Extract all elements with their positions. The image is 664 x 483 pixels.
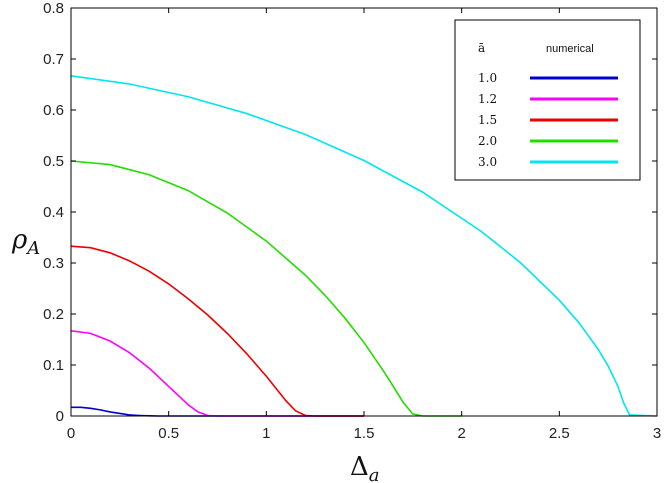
x-tick-label: 1.5 — [354, 425, 375, 442]
series-line-1-2 — [70, 330, 364, 417]
x-axis-label: Δa — [350, 452, 380, 483]
series-line-3-0 — [70, 75, 658, 417]
legend-header-method: numerical — [546, 43, 594, 55]
plot-marks — [70, 75, 658, 417]
y-tick-label: 0.2 — [43, 306, 64, 323]
y-tick-label: 0.4 — [43, 204, 64, 221]
legend: ā numerical 1.0 1.2 1.5 2.0 3.0 — [454, 19, 641, 181]
x-axis-label-main: Δ — [350, 452, 369, 482]
x-tick-label: 2 — [457, 425, 465, 442]
x-tick-label: 1 — [262, 425, 270, 442]
series-line-1-5 — [70, 245, 364, 417]
x-tick-label: 2.5 — [549, 425, 570, 442]
legend-entries: 1.0 1.2 1.5 2.0 3.0 — [478, 71, 618, 169]
x-axis-label-sub: a — [369, 465, 380, 483]
y-tick-label: 0.5 — [43, 153, 64, 170]
y-tick-label: 0.7 — [43, 51, 64, 68]
legend-header-param: ā — [478, 41, 485, 55]
y-tick-label: 0.6 — [43, 102, 64, 119]
legend-label: 3.0 — [478, 155, 497, 169]
legend-label: 1.5 — [478, 113, 497, 127]
y-axis-label-sub: A — [25, 238, 40, 259]
series-line-1-0 — [71, 406, 364, 417]
legend-label: 1.2 — [478, 92, 497, 106]
y-axis-label-main: ρ — [11, 225, 28, 255]
y-tick-label: 0 — [56, 408, 64, 425]
x-tick-label: 0.5 — [158, 425, 179, 442]
y-tick-label: 0.1 — [43, 357, 64, 374]
y-tick-label: 0.8 — [43, 0, 64, 17]
legend-label: 2.0 — [478, 134, 497, 148]
y-axis-label: ρA — [11, 225, 40, 259]
legend-label: 1.0 — [478, 71, 497, 85]
x-tick-label: 3 — [653, 425, 661, 442]
x-tick-label: 0 — [67, 425, 75, 442]
series-line-2-0 — [70, 160, 462, 417]
y-tick-label: 0.3 — [43, 255, 64, 272]
tick-group: 0 0.5 1 1.5 2 2.5 3 0 0.1 0.2 0.3 0.4 0.5 0.6 0.7 0.8 — [43, 0, 661, 442]
